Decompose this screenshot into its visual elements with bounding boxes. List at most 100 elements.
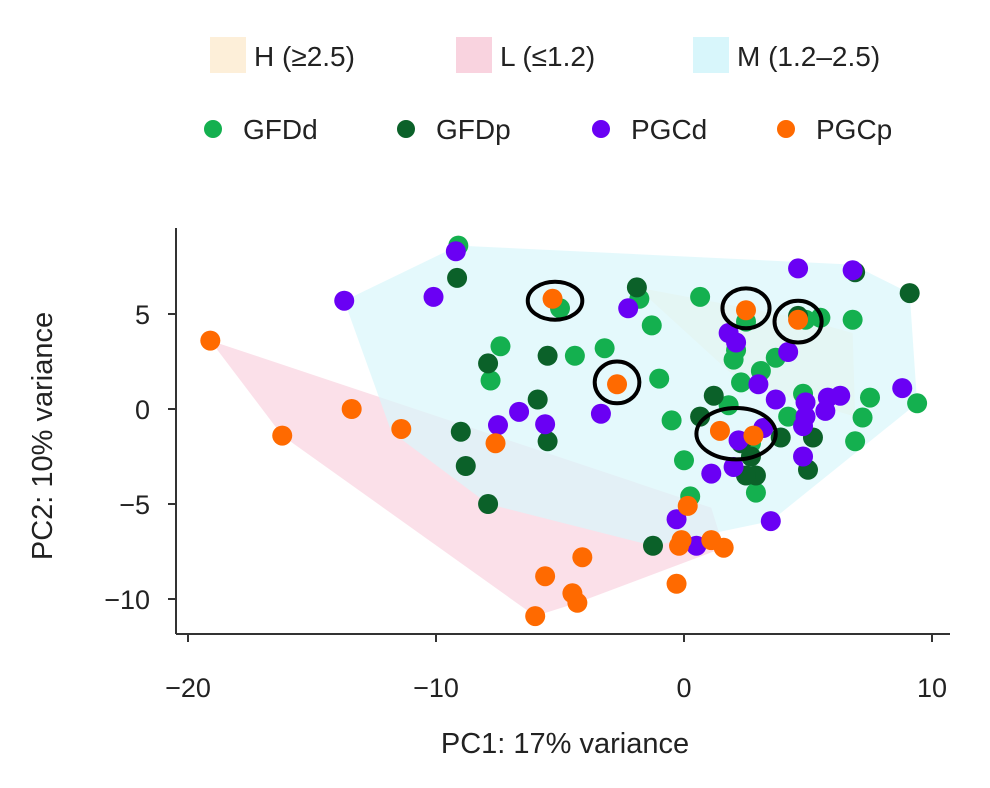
- legend-label-series: PGCd: [631, 114, 707, 145]
- point-pgcd: [795, 406, 816, 427]
- point-pgcd: [535, 414, 556, 435]
- y-tick-label: −5: [119, 490, 150, 520]
- point-gfdp: [455, 456, 476, 476]
- point-pgcd: [334, 290, 355, 311]
- point-pgcd: [795, 392, 816, 413]
- point-gfdp: [537, 345, 558, 366]
- legend-label-series: GFDd: [243, 114, 318, 145]
- point-pgcp: [485, 433, 506, 454]
- point-pgcd: [815, 400, 836, 421]
- legend-swatch-region: [210, 37, 246, 73]
- point-pgcp: [607, 374, 628, 395]
- axes: −20 −10 0 10 −10 −5 0 5: [104, 228, 950, 703]
- legend-label-series: GFDp: [436, 114, 511, 145]
- point-gfdp: [690, 406, 711, 427]
- point-pgcp: [788, 309, 809, 330]
- point-pgcd: [488, 415, 508, 436]
- annotation-ellipses: [525, 279, 824, 462]
- point-pgcd: [423, 286, 444, 307]
- point-gfdd: [649, 368, 670, 389]
- highlight-ellipse: [772, 298, 824, 345]
- point-gfdd: [723, 349, 744, 370]
- point-gfdd: [852, 407, 873, 428]
- x-tick-label: −10: [413, 673, 459, 703]
- point-pgcd: [666, 509, 687, 530]
- legend-label-series: PGCp: [816, 114, 892, 145]
- point-pgcd: [765, 389, 786, 410]
- point-pgcp: [666, 573, 687, 594]
- legend-label-region: M (1.2–2.5): [737, 41, 880, 72]
- legend-marker-gfdp: [397, 120, 415, 138]
- point-gfdd: [860, 387, 880, 408]
- point-gfdp: [703, 385, 724, 406]
- point-gfdd: [845, 431, 866, 452]
- point-gfdd: [564, 345, 585, 366]
- point-pgcd: [793, 446, 814, 467]
- x-tick-label: 10: [917, 673, 947, 703]
- point-gfdd: [490, 336, 511, 357]
- highlight-ellipse: [525, 279, 585, 322]
- point-pgcd: [445, 241, 466, 262]
- x-axis-label: PC1: 17% variance: [441, 728, 689, 760]
- point-gfdd: [745, 482, 766, 503]
- point-pgcd: [788, 258, 809, 279]
- point-pgcp: [391, 418, 412, 439]
- point-gfdp: [899, 283, 920, 304]
- point-pgcd: [760, 511, 781, 532]
- point-pgcp: [341, 399, 362, 419]
- y-tick-label: −10: [104, 585, 150, 615]
- point-pgcp: [542, 288, 563, 309]
- point-gfdd: [690, 286, 711, 307]
- y-tick-label: 0: [135, 395, 150, 425]
- point-gfdd: [674, 450, 694, 471]
- x-tick-label: −20: [165, 673, 211, 703]
- x-tick-label: 0: [676, 673, 691, 703]
- point-pgcd: [830, 385, 851, 406]
- point-pgcp: [572, 547, 593, 568]
- point-pgcp: [713, 537, 734, 558]
- point-pgcp: [671, 530, 692, 551]
- point-pgcd: [726, 332, 747, 353]
- point-gfdp: [626, 277, 647, 298]
- point-gfdd: [661, 410, 682, 431]
- point-gfdp: [478, 353, 499, 374]
- point-pgcd: [892, 378, 913, 399]
- point-gfdd: [641, 315, 662, 336]
- point-gfdd: [907, 393, 928, 414]
- y-axis-label: PC2: 10% variance: [27, 312, 59, 560]
- legend-swatch-region: [456, 37, 492, 73]
- point-pgcp: [535, 566, 556, 587]
- point-gfdd: [842, 309, 863, 330]
- point-pgcp: [200, 330, 221, 351]
- legend-label-region: L (≤1.2): [500, 41, 595, 72]
- point-pgcp: [677, 495, 698, 516]
- highlight-ellipse: [694, 406, 778, 462]
- point-pgcd: [509, 401, 530, 422]
- point-pgcd: [778, 342, 799, 362]
- y-tick-label: 5: [135, 300, 150, 330]
- legend-label-region: H (≥2.5): [254, 41, 355, 72]
- data-points: [200, 235, 928, 627]
- point-pgcp: [525, 606, 546, 627]
- legend-swatch-region: [693, 37, 729, 73]
- legend-marker-gfdd: [204, 120, 222, 138]
- legend-marker-pgcp: [777, 120, 795, 138]
- point-gfdp: [643, 535, 663, 556]
- point-gfdd: [594, 338, 615, 359]
- point-pgcp: [736, 300, 756, 321]
- point-gfdd: [480, 370, 501, 391]
- point-pgcp: [743, 425, 764, 446]
- highlight-ellipse: [592, 359, 642, 406]
- highlight-ellipse: [720, 286, 772, 331]
- point-gfdp: [447, 267, 468, 288]
- point-pgcd: [701, 463, 722, 484]
- point-pgcd: [618, 298, 639, 319]
- point-pgcd: [748, 374, 769, 395]
- legend-marker-pgcd: [592, 120, 610, 138]
- point-pgcp: [567, 592, 588, 613]
- legend-regions: H (≥2.5) L (≤1.2) M (1.2–2.5): [210, 37, 880, 73]
- point-gfdp: [537, 431, 558, 452]
- point-pgcd: [590, 403, 611, 424]
- point-pgcp: [272, 425, 293, 446]
